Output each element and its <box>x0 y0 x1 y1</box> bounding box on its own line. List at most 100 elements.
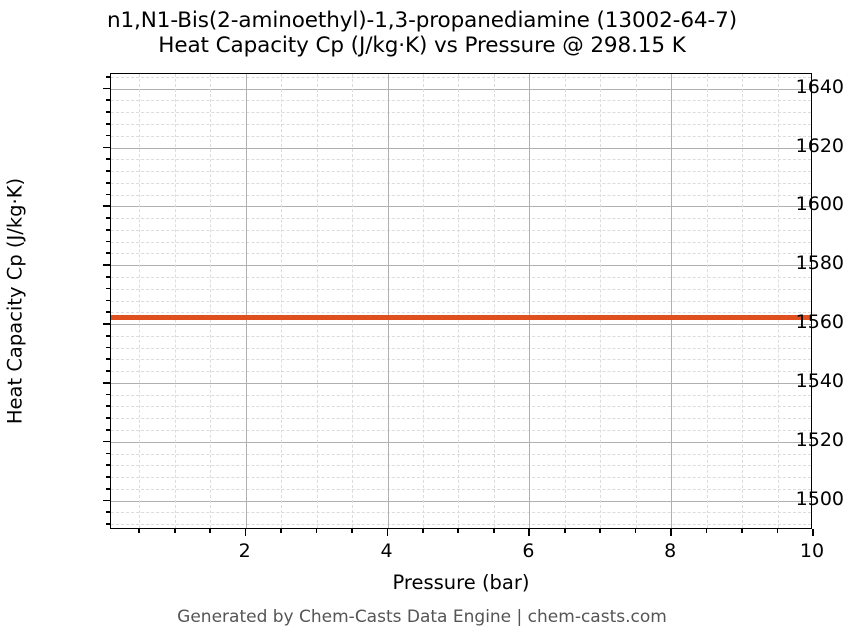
x-tick-minor <box>173 529 176 533</box>
y-tick-minor <box>106 346 110 349</box>
y-tick-label: 1520 <box>795 428 844 451</box>
gridline-vertical-minor <box>706 74 708 528</box>
y-tick-label: 1540 <box>795 369 844 392</box>
chart-title-line-1: n1,N1-Bis(2-aminoethyl)-1,3-propanediami… <box>106 8 738 33</box>
y-tick-minor <box>106 393 110 396</box>
y-tick-minor <box>106 311 110 313</box>
gridline-vertical-minor <box>210 74 212 528</box>
y-tick-minor <box>106 487 110 490</box>
y-tick-minor <box>106 405 110 408</box>
y-tick-minor <box>106 134 110 137</box>
gridline-vertical-minor <box>600 74 602 528</box>
gridline-horizontal-major <box>111 441 811 443</box>
gridline-horizontal-minor <box>111 477 811 479</box>
gridline-horizontal-minor <box>111 312 811 314</box>
x-tick-label: 6 <box>522 540 535 562</box>
series-line-cp <box>111 314 811 320</box>
gridline-horizontal-minor <box>111 276 811 278</box>
y-tick-major <box>103 499 110 502</box>
y-tick-minor <box>106 511 110 514</box>
y-tick-minor <box>106 334 110 337</box>
x-tick-major <box>244 529 247 536</box>
y-tick-minor <box>106 417 110 419</box>
gridline-horizontal-minor <box>111 429 811 431</box>
chart-title: n1,N1-Bis(2-aminoethyl)-1,3-propanediami… <box>0 8 844 59</box>
gridline-horizontal-minor <box>111 112 811 114</box>
y-tick-minor <box>106 287 110 290</box>
gridline-horizontal-major <box>111 88 811 90</box>
gridline-horizontal-major <box>111 265 811 267</box>
gridline-vertical-minor <box>352 74 354 528</box>
x-tick-major <box>528 529 531 536</box>
gridline-horizontal-major <box>111 206 811 208</box>
gridline-horizontal-major <box>111 500 811 502</box>
y-tick-minor <box>106 123 110 125</box>
gridline-horizontal-minor <box>111 335 811 337</box>
x-axis-label: Pressure (bar) <box>392 571 530 594</box>
gridline-horizontal-minor <box>111 218 811 220</box>
gridline-vertical-minor <box>281 74 283 528</box>
gridline-horizontal-minor <box>111 100 811 102</box>
y-tick-major <box>103 323 110 325</box>
y-tick-minor <box>106 181 110 184</box>
gridline-vertical-minor <box>174 74 176 528</box>
y-tick-major <box>103 264 110 266</box>
x-tick-minor <box>351 529 353 533</box>
gridline-horizontal-minor <box>111 406 811 408</box>
gridline-horizontal-minor <box>111 347 811 349</box>
y-tick-minor <box>106 158 110 160</box>
y-tick-minor <box>106 299 110 302</box>
y-tick-minor <box>106 476 110 478</box>
gridline-horizontal-minor <box>111 418 811 420</box>
x-tick-minor <box>492 529 495 533</box>
y-tick-minor <box>106 464 110 466</box>
y-tick-minor <box>106 252 110 255</box>
y-tick-minor <box>106 452 110 455</box>
x-tick-minor <box>705 529 708 533</box>
gridline-horizontal-minor <box>111 288 811 290</box>
gridline-horizontal-minor <box>111 171 811 173</box>
x-tick-minor <box>422 529 424 533</box>
gridline-horizontal-minor <box>111 194 811 196</box>
x-tick-major <box>670 529 672 536</box>
y-tick-label: 1500 <box>795 487 844 510</box>
y-axis-label-wrap: Heat Capacity Cp (J/kg·K) <box>0 73 30 529</box>
y-tick-major <box>103 87 110 90</box>
gridline-horizontal-minor <box>111 465 811 467</box>
gridline-horizontal-minor <box>111 124 811 125</box>
gridline-horizontal-major <box>111 147 811 149</box>
x-tick-label: 8 <box>664 540 677 562</box>
gridline-horizontal-minor <box>111 394 811 396</box>
x-tick-minor <box>209 529 211 533</box>
x-tick-minor <box>457 529 460 533</box>
gridline-vertical-major <box>245 74 247 528</box>
x-tick-major <box>386 529 389 536</box>
y-tick-minor <box>106 428 110 431</box>
y-tick-minor <box>106 111 110 113</box>
y-tick-minor <box>106 170 110 172</box>
gridline-vertical-major <box>529 74 531 528</box>
figure-footer: Generated by Chem-Casts Data Engine | ch… <box>177 607 667 627</box>
gridline-horizontal-minor <box>111 76 811 78</box>
x-tick-major <box>812 529 814 536</box>
y-tick-major <box>103 381 110 384</box>
gridline-horizontal-minor <box>111 300 811 302</box>
gridline-horizontal-minor <box>111 159 811 161</box>
x-tick-minor <box>138 529 141 533</box>
gridline-horizontal-minor <box>111 241 811 243</box>
gridline-vertical-minor <box>493 74 495 528</box>
y-axis-label: Heat Capacity Cp (J/kg·K) <box>3 177 27 425</box>
y-tick-label: 1620 <box>795 134 844 157</box>
y-tick-minor <box>106 275 110 278</box>
gridline-vertical-major <box>671 74 673 528</box>
y-tick-major <box>103 205 110 208</box>
gridline-horizontal-minor <box>111 488 811 490</box>
gridline-vertical-minor <box>564 74 566 528</box>
y-tick-minor <box>106 370 110 372</box>
y-tick-label: 1600 <box>795 193 844 216</box>
y-tick-minor <box>106 240 110 243</box>
y-tick-minor <box>106 217 110 219</box>
gridline-horizontal-minor <box>111 512 811 514</box>
gridline-horizontal-minor <box>111 524 811 526</box>
